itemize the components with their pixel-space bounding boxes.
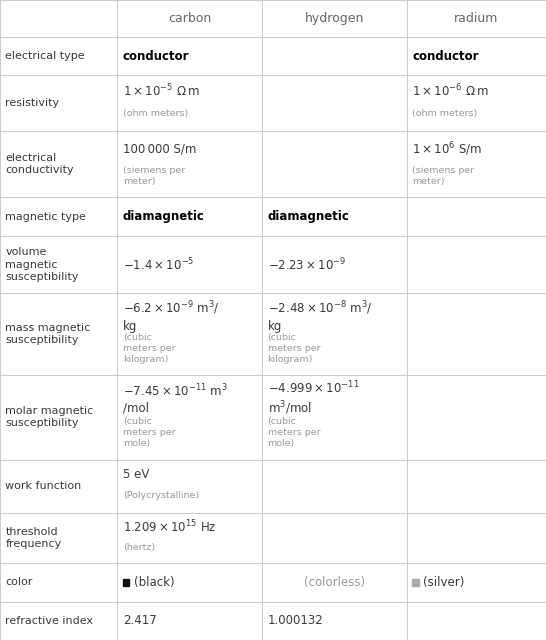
Text: molar magnetic
susceptibility: molar magnetic susceptibility <box>5 406 94 428</box>
Text: (black): (black) <box>134 576 174 589</box>
Text: electrical
conductivity: electrical conductivity <box>5 153 74 175</box>
Text: (hertz): (hertz) <box>123 543 155 552</box>
Text: (ohm meters): (ohm meters) <box>123 109 188 118</box>
Text: $1\times10^{-6}$ Ω m: $1\times10^{-6}$ Ω m <box>412 83 489 99</box>
Text: (cubic
meters per
mole): (cubic meters per mole) <box>123 417 175 448</box>
Text: (siemens per
meter): (siemens per meter) <box>412 166 474 186</box>
Text: $-6.2\times10^{-9}$ m$^3$/
kg: $-6.2\times10^{-9}$ m$^3$/ kg <box>123 300 219 333</box>
Text: $1.209\times10^{15}$ Hz: $1.209\times10^{15}$ Hz <box>123 518 216 535</box>
Text: (cubic
meters per
mole): (cubic meters per mole) <box>268 417 320 448</box>
Text: 100 000 S/m: 100 000 S/m <box>123 143 196 156</box>
Bar <box>412 579 419 586</box>
Text: conductor: conductor <box>412 50 479 63</box>
Text: radium: radium <box>454 12 498 25</box>
Text: diamagnetic: diamagnetic <box>123 210 205 223</box>
Text: $-4.999\times10^{-11}$
m$^3$/mol: $-4.999\times10^{-11}$ m$^3$/mol <box>268 380 359 417</box>
Text: refractive index: refractive index <box>5 616 93 626</box>
Text: $-2.23\times10^{-9}$: $-2.23\times10^{-9}$ <box>268 256 346 273</box>
Text: $-2.48\times10^{-8}$ m$^3$/
kg: $-2.48\times10^{-8}$ m$^3$/ kg <box>268 300 372 333</box>
Text: work function: work function <box>5 481 82 492</box>
Text: diamagnetic: diamagnetic <box>268 210 349 223</box>
Text: (silver): (silver) <box>423 576 465 589</box>
Text: 5 eV: 5 eV <box>123 468 149 481</box>
Text: (colorless): (colorless) <box>304 576 365 589</box>
Text: $-7.45\times10^{-11}$ m$^3$
/mol: $-7.45\times10^{-11}$ m$^3$ /mol <box>123 383 228 415</box>
Text: (Polycrystalline): (Polycrystalline) <box>123 492 199 500</box>
Text: volume
magnetic
susceptibility: volume magnetic susceptibility <box>5 247 79 282</box>
Text: color: color <box>5 577 33 588</box>
Text: $1\times10^{-5}$ Ω m: $1\times10^{-5}$ Ω m <box>123 83 200 99</box>
Text: (cubic
meters per
kilogram): (cubic meters per kilogram) <box>123 333 175 364</box>
Text: conductor: conductor <box>123 50 189 63</box>
Text: magnetic type: magnetic type <box>5 212 86 221</box>
Text: electrical type: electrical type <box>5 51 85 61</box>
Text: mass magnetic
susceptibility: mass magnetic susceptibility <box>5 323 91 345</box>
Text: (cubic
meters per
kilogram): (cubic meters per kilogram) <box>268 333 320 364</box>
Text: carbon: carbon <box>168 12 211 25</box>
Text: (siemens per
meter): (siemens per meter) <box>123 166 185 186</box>
Text: hydrogen: hydrogen <box>305 12 364 25</box>
Text: (ohm meters): (ohm meters) <box>412 109 478 118</box>
Text: 1.000132: 1.000132 <box>268 614 323 627</box>
Text: resistivity: resistivity <box>5 98 60 108</box>
Text: $-1.4\times10^{-5}$: $-1.4\times10^{-5}$ <box>123 256 194 273</box>
Text: 2.417: 2.417 <box>123 614 157 627</box>
Bar <box>123 579 129 586</box>
Text: $1\times10^{6}$ S/m: $1\times10^{6}$ S/m <box>412 141 483 158</box>
Text: threshold
frequency: threshold frequency <box>5 527 62 549</box>
